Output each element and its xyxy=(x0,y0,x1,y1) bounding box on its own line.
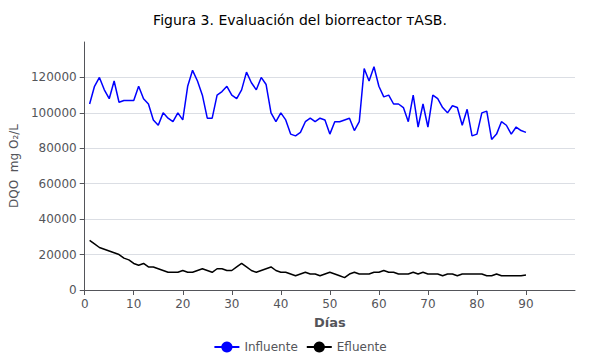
svg-text:60: 60 xyxy=(371,297,386,311)
svg-text:80000: 80000 xyxy=(39,141,77,155)
svg-text:90: 90 xyxy=(518,297,533,311)
svg-text:40000: 40000 xyxy=(39,212,77,226)
svg-text:0: 0 xyxy=(69,283,77,297)
svg-text:Influente: Influente xyxy=(244,340,297,354)
svg-text:Efluente: Efluente xyxy=(337,340,387,354)
svg-text:100000: 100000 xyxy=(31,106,77,120)
svg-text:40: 40 xyxy=(273,297,288,311)
svg-text:Figura 3. Evaluación del biorr: Figura 3. Evaluación del biorreactor ᴛAS… xyxy=(153,12,447,28)
svg-text:30: 30 xyxy=(224,297,239,311)
svg-text:20: 20 xyxy=(175,297,190,311)
svg-text:DQO mg O₂/L: DQO mg O₂/L xyxy=(7,124,21,208)
svg-text:70: 70 xyxy=(420,297,435,311)
svg-text:80: 80 xyxy=(469,297,484,311)
svg-text:Días: Días xyxy=(314,315,346,330)
svg-text:50: 50 xyxy=(322,297,337,311)
svg-text:0: 0 xyxy=(81,297,89,311)
svg-text:20000: 20000 xyxy=(39,248,77,262)
svg-text:120000: 120000 xyxy=(31,70,77,84)
svg-text:60000: 60000 xyxy=(39,177,77,191)
svg-text:10: 10 xyxy=(126,297,141,311)
